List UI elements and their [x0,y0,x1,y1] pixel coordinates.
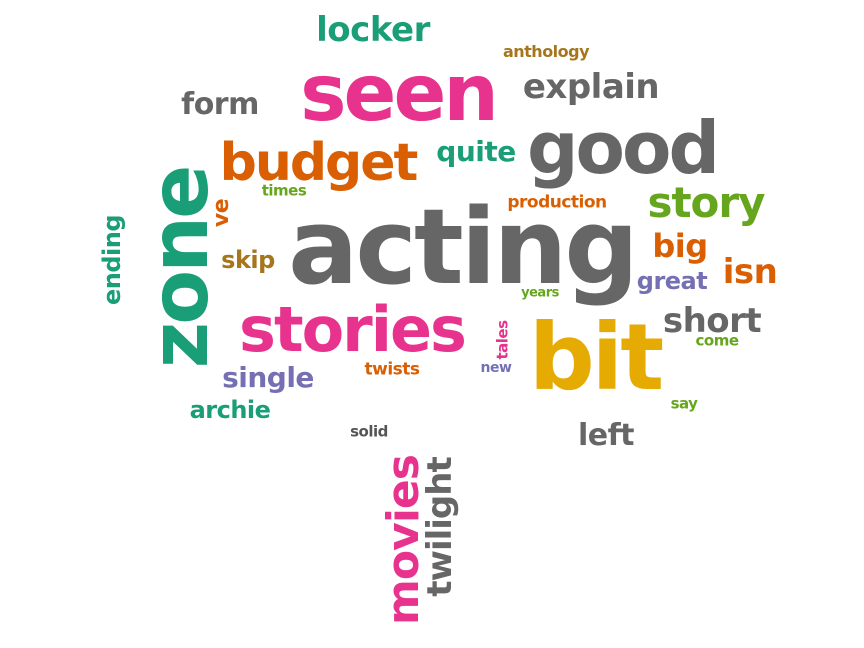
word-locker: locker [316,10,430,50]
word-years: years [521,285,559,301]
word-good: good [526,106,720,190]
word-big: big [652,227,708,265]
word-great: great [636,267,708,295]
word-left: left [577,418,635,453]
word-new: new [480,360,512,376]
word-stories: stories [239,293,467,366]
word-short: short [662,301,762,341]
word-story: story [647,178,765,227]
word-ending: ending [98,214,126,306]
word-budget: budget [219,133,419,193]
word-times: times [261,181,307,200]
word-quite: quite [436,135,516,168]
word-archie: archie [189,396,271,424]
word-come: come [695,331,740,350]
word-acting: acting [288,186,639,308]
word-skip: skip [221,246,275,274]
word-production: production [507,192,607,213]
word-zone: zone [133,167,226,369]
word-bit: bit [528,304,664,411]
word-isn: isn [722,252,778,292]
word-anthology: anthology [502,42,590,61]
word-single: single [222,361,314,394]
word-twilight: twilight [420,457,460,597]
word-seen: seen [300,49,499,139]
word-explain: explain [522,67,660,107]
word-solid: solid [350,422,388,441]
word-ve: ve [209,198,234,228]
word-tales: tales [493,320,512,360]
word-say: say [670,394,698,413]
word-form: form [181,87,259,122]
word-twists: twists [364,359,420,380]
